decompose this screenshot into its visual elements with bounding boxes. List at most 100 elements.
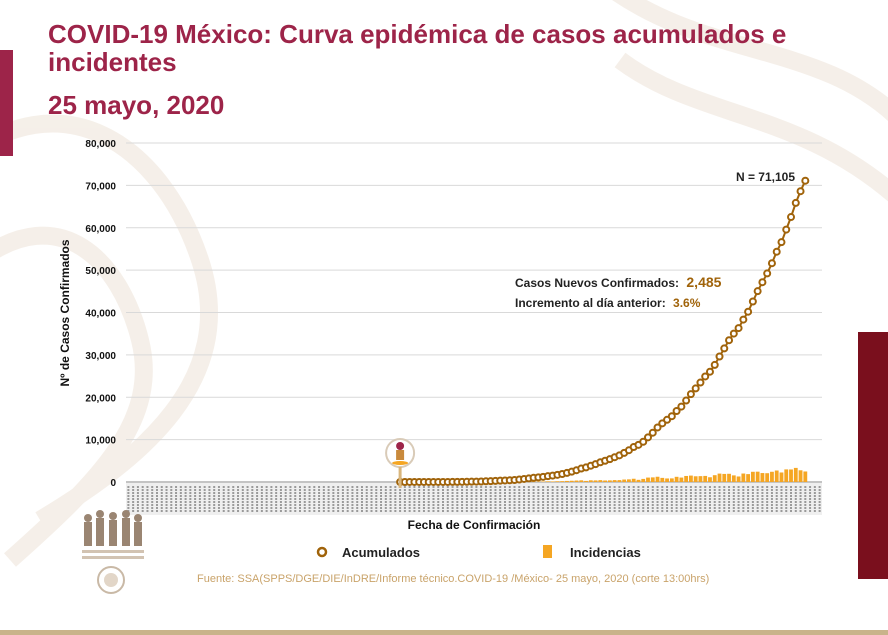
new-cases-value: 2,485 — [686, 274, 721, 290]
incidents-bar — [803, 471, 808, 482]
accumulated-line — [396, 176, 810, 486]
accumulated-point — [653, 423, 662, 432]
page-title: COVID-19 México: Curva epidémica de caso… — [48, 19, 787, 77]
accumulated-point — [644, 433, 652, 442]
first-case-icon — [385, 438, 416, 488]
report-date: 25 mayo, 2020 — [48, 90, 225, 120]
y-tick-label: 80,000 — [85, 139, 116, 150]
incidents-bar — [565, 480, 569, 482]
accumulated-point — [748, 297, 757, 306]
bottom-accent-bar — [0, 630, 888, 635]
accumulated-point — [639, 437, 648, 446]
accumulated-point — [696, 378, 705, 387]
increment-label: Incremento al día anterior: — [515, 296, 666, 310]
accumulated-point — [777, 238, 786, 247]
incidents-bar — [774, 470, 779, 482]
incidents-bar — [603, 480, 608, 482]
incidents-bar — [679, 477, 684, 482]
x-axis-band — [126, 483, 822, 515]
accumulated-point — [734, 324, 743, 333]
incidents-bar — [765, 473, 770, 482]
incidents-bar — [560, 481, 565, 482]
incidents-bar — [541, 481, 546, 482]
incidents-bar — [688, 475, 693, 482]
incidents-bar — [650, 477, 655, 482]
incidents-bar — [789, 469, 793, 482]
accumulated-point — [725, 336, 734, 345]
incidents-bar — [736, 476, 741, 482]
accumulated-point — [796, 187, 805, 196]
accumulated-point — [672, 407, 681, 416]
right-accent-bar — [858, 332, 888, 579]
y-tick-label: 40,000 — [85, 309, 116, 320]
y-tick-label: 10,000 — [85, 436, 116, 447]
y-axis-label: Nº de Casos Confirmados — [58, 239, 72, 386]
accumulated-point — [701, 372, 710, 381]
incidents-bar — [622, 479, 627, 482]
incidents-bar — [598, 480, 603, 482]
accumulated-point — [729, 329, 738, 338]
legend-incidents-label: Incidencias — [570, 545, 641, 560]
incidents-bar — [584, 480, 588, 482]
incidents-bar — [669, 478, 674, 482]
incidents-bar — [793, 467, 798, 482]
incidents-bar — [674, 476, 679, 482]
total-annotation: N = 71,105 — [736, 170, 795, 184]
incidents-bar — [631, 478, 636, 482]
accumulated-point — [767, 259, 776, 268]
accumulated-point — [710, 360, 719, 369]
incidents-bar — [660, 477, 665, 482]
accumulated-point — [715, 352, 724, 361]
incidents-bar — [703, 475, 708, 482]
government-logo — [82, 510, 144, 559]
incidents-bar — [722, 473, 727, 482]
y-tick-label: 0 — [110, 478, 116, 489]
y-axis-ticks: 0 10,000 20,000 30,000 40,000 50,000 60,000 70,… — [85, 139, 116, 489]
incidents-bar — [746, 474, 751, 482]
incidents-bar — [760, 473, 765, 482]
accumulated-point — [682, 396, 691, 405]
accumulated-point — [791, 198, 800, 207]
incidents-bar — [731, 475, 736, 482]
incidents-bar — [784, 469, 789, 482]
accumulated-point — [691, 384, 700, 393]
incidents-bar — [798, 470, 803, 482]
incidents-bars — [398, 467, 808, 482]
accumulated-series-line — [400, 180, 807, 483]
y-tick-label: 70,000 — [85, 181, 116, 192]
incidents-bar — [770, 471, 774, 482]
x-axis-label: Fecha de Confirmación — [408, 518, 541, 532]
accumulated-point — [677, 402, 686, 411]
chart-legend: Acumulados Incidencias — [316, 545, 641, 560]
mexico-seal — [97, 566, 125, 594]
accumulated-point — [763, 269, 772, 278]
accumulated-point — [705, 367, 714, 376]
incidents-bar — [727, 473, 731, 482]
incidents-bar — [708, 477, 712, 482]
increment-value: 3.6% — [673, 296, 701, 310]
incidents-bar — [693, 476, 698, 482]
y-tick-label: 50,000 — [85, 266, 116, 277]
incidents-bar — [636, 479, 641, 482]
legend-incidents-swatch — [543, 545, 552, 558]
incidents-bar — [569, 480, 574, 482]
accumulated-point — [720, 344, 729, 353]
accumulated-point — [772, 247, 781, 256]
incidents-bar — [684, 475, 689, 482]
y-tick-label: 20,000 — [85, 393, 116, 404]
incidents-bar — [627, 479, 631, 482]
incidents-bar — [698, 476, 703, 482]
accumulated-point — [739, 315, 748, 324]
accumulated-point — [753, 287, 762, 296]
incidents-bar — [665, 478, 669, 482]
accumulated-point — [648, 428, 657, 437]
incidents-bar — [779, 472, 784, 482]
accumulated-point — [801, 176, 810, 185]
svg-text:Casos Nuevos Confirmados:: Casos Nuevos Confirmados: 2,485 — [515, 274, 722, 290]
incidents-bar — [617, 480, 622, 482]
incidents-bar — [655, 476, 660, 482]
incidents-bar — [607, 480, 612, 482]
incidents-bar — [545, 481, 550, 482]
incidents-bar — [588, 480, 593, 482]
incidents-bar — [550, 481, 555, 482]
